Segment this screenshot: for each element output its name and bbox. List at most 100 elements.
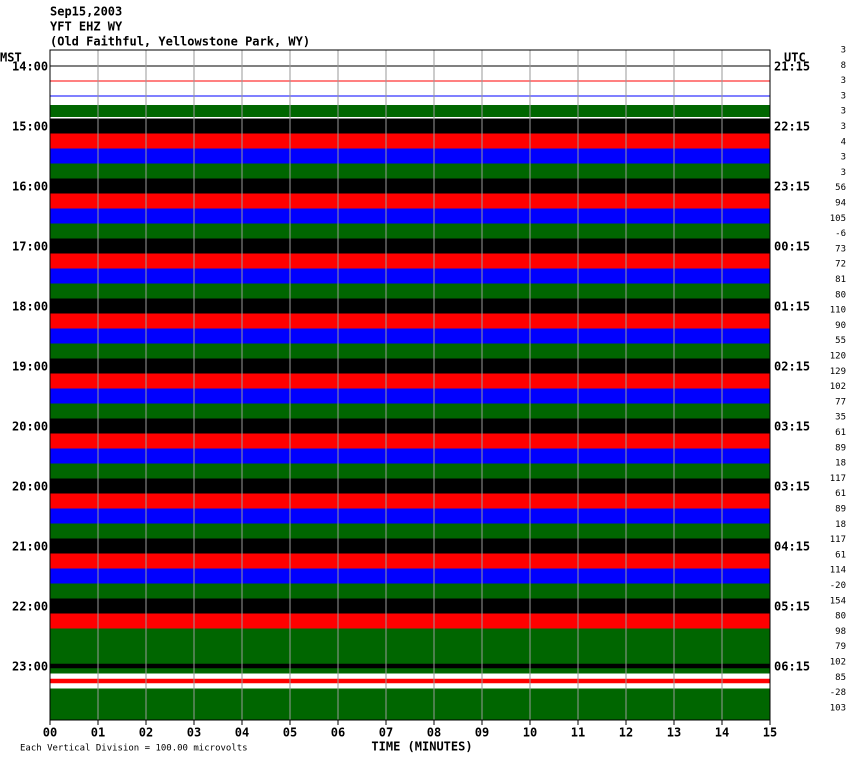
trace-band: [50, 388, 770, 404]
chart-location: (Old Faithful, Yellowstone Park, WY): [50, 35, 310, 49]
plot-frame: [49, 49, 771, 721]
trace-band: [50, 223, 770, 239]
row-value: 81: [835, 275, 846, 285]
row-value: 61: [835, 489, 846, 499]
x-tick-label: 14: [715, 726, 729, 740]
row-value: 73: [835, 244, 846, 254]
trace-band: [50, 208, 770, 224]
row-value: 117: [830, 535, 846, 545]
right-label: 23:15: [774, 180, 810, 194]
row-value: 3: [841, 91, 846, 101]
row-value: 3: [841, 153, 846, 163]
row-value: 35: [835, 413, 846, 423]
trace-band: [50, 523, 770, 539]
x-tick-label: 13: [667, 726, 681, 740]
x-axis-label: TIME (MINUTES): [371, 740, 472, 754]
trace-band: [50, 583, 770, 599]
trace-band: [50, 343, 770, 359]
trace-band: [50, 105, 770, 117]
x-tick-label: 08: [427, 726, 441, 740]
row-value: 129: [830, 367, 846, 377]
row-value: 18: [835, 459, 846, 469]
trace-band: [50, 538, 770, 554]
row-value: 80: [835, 290, 846, 300]
trace-band: [50, 663, 770, 669]
trace-band: [50, 148, 770, 164]
x-tick-label: 15: [763, 726, 777, 740]
row-value: 61: [835, 428, 846, 438]
row-value: 18: [835, 520, 846, 530]
trace-band: [50, 568, 770, 584]
note: Each Vertical Division = 100.00 microvol…: [20, 744, 248, 754]
trace-band: [50, 478, 770, 494]
right-label: 05:15: [774, 600, 810, 614]
row-value: 154: [830, 596, 846, 606]
row-value: 3: [841, 122, 846, 132]
row-value: 80: [835, 612, 846, 622]
trace-band: [50, 418, 770, 434]
right-label: 01:15: [774, 300, 810, 314]
left-axis-label: MST: [0, 51, 22, 65]
row-value: 103: [830, 703, 846, 713]
left-label: 20:00: [12, 480, 48, 494]
trace-band: [50, 598, 770, 614]
row-value: 94: [835, 199, 846, 209]
right-label: 03:15: [774, 420, 810, 434]
x-tick-label: 04: [235, 726, 249, 740]
row-value: 72: [835, 260, 846, 270]
trace-band: [50, 118, 770, 134]
right-label: 02:15: [774, 360, 810, 374]
trace-band: [50, 553, 770, 569]
left-label: 20:00: [12, 420, 48, 434]
trace-band: [50, 328, 770, 344]
x-tick-label: 10: [523, 726, 537, 740]
plot-area: [50, 50, 770, 720]
trace-band: [50, 253, 770, 269]
trace-band: [50, 508, 770, 524]
left-label: 15:00: [12, 120, 48, 134]
left-label: 17:00: [12, 240, 48, 254]
row-value: 102: [830, 382, 846, 392]
row-value: 105: [830, 214, 846, 224]
row-value: -28: [830, 688, 846, 698]
trace-band: [50, 448, 770, 464]
row-value: 55: [835, 336, 846, 346]
row-value: -20: [830, 581, 846, 591]
trace-band: [50, 193, 770, 209]
left-label: 22:00: [12, 600, 48, 614]
trace-band: [50, 313, 770, 329]
right-label: 06:15: [774, 660, 810, 674]
trace-band: [50, 133, 770, 149]
row-value: 4: [841, 137, 846, 147]
row-value: 120: [830, 352, 846, 362]
left-label: 14:00: [12, 60, 48, 74]
x-tick-label: 09: [475, 726, 489, 740]
right-label: 00:15: [774, 240, 810, 254]
x-tick-label: 03: [187, 726, 201, 740]
x-tick-label: 11: [571, 726, 585, 740]
row-value: 117: [830, 474, 846, 484]
row-value: 98: [835, 627, 846, 637]
left-label: 16:00: [12, 180, 48, 194]
trace-band: [50, 163, 770, 179]
row-value: 61: [835, 550, 846, 560]
right-label: 03:15: [774, 480, 810, 494]
right-label: 04:15: [774, 540, 810, 554]
row-value: 110: [830, 306, 846, 316]
row-value: 8: [841, 61, 846, 71]
row-value: 3: [841, 107, 846, 117]
row-value: 3: [841, 46, 846, 56]
row-value: 3: [841, 168, 846, 178]
row-value: 77: [835, 397, 846, 407]
row-value: 79: [835, 642, 846, 652]
trace-band: [50, 613, 770, 629]
left-label: 19:00: [12, 360, 48, 374]
right-label: 21:15: [774, 60, 810, 74]
trace-band: [50, 688, 770, 720]
chart-title: Sep15,2003: [50, 5, 122, 19]
trace-band: [50, 238, 770, 254]
trace-band: [50, 493, 770, 509]
row-value: 85: [835, 673, 846, 683]
x-tick-label: 06: [331, 726, 345, 740]
